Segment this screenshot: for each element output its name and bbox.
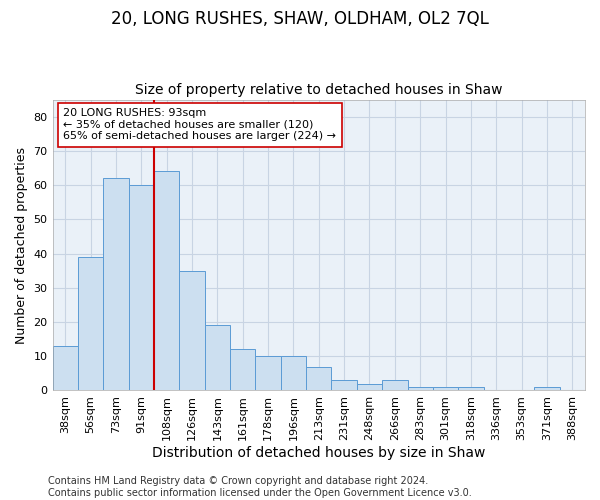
- X-axis label: Distribution of detached houses by size in Shaw: Distribution of detached houses by size …: [152, 446, 485, 460]
- Bar: [179, 270, 205, 390]
- Text: 20 LONG RUSHES: 93sqm
← 35% of detached houses are smaller (120)
65% of semi-det: 20 LONG RUSHES: 93sqm ← 35% of detached …: [63, 108, 336, 142]
- Bar: [433, 387, 458, 390]
- Bar: [256, 356, 281, 390]
- Y-axis label: Number of detached properties: Number of detached properties: [15, 146, 28, 344]
- Bar: [306, 366, 331, 390]
- Bar: [128, 185, 154, 390]
- Bar: [205, 326, 230, 390]
- Bar: [534, 387, 560, 390]
- Bar: [357, 384, 382, 390]
- Bar: [230, 350, 256, 391]
- Text: 20, LONG RUSHES, SHAW, OLDHAM, OL2 7QL: 20, LONG RUSHES, SHAW, OLDHAM, OL2 7QL: [111, 10, 489, 28]
- Bar: [458, 387, 484, 390]
- Bar: [78, 257, 103, 390]
- Text: Contains HM Land Registry data © Crown copyright and database right 2024.
Contai: Contains HM Land Registry data © Crown c…: [48, 476, 472, 498]
- Bar: [382, 380, 407, 390]
- Bar: [53, 346, 78, 391]
- Bar: [154, 172, 179, 390]
- Bar: [103, 178, 128, 390]
- Bar: [281, 356, 306, 390]
- Bar: [331, 380, 357, 390]
- Bar: [407, 387, 433, 390]
- Title: Size of property relative to detached houses in Shaw: Size of property relative to detached ho…: [135, 83, 503, 97]
